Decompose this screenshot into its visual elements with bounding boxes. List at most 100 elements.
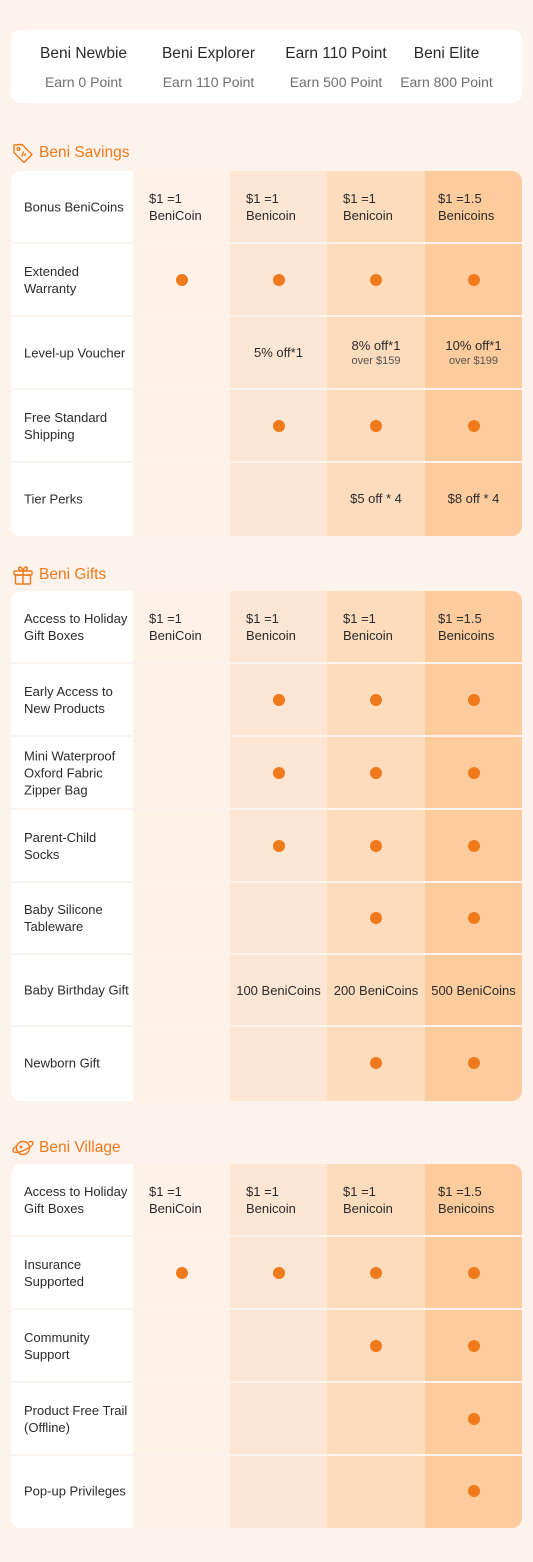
benefit-cell bbox=[230, 389, 327, 462]
benefit-condition: over $199 bbox=[449, 355, 498, 367]
benefit-cell bbox=[425, 1309, 522, 1382]
benefit-cell bbox=[230, 882, 327, 954]
benefit-cell bbox=[425, 663, 522, 736]
benefit-cell bbox=[327, 1026, 425, 1099]
benefit-row: Level-up Voucher 5% off*1 8% off*1 over $15… bbox=[11, 316, 522, 389]
benefit-cell bbox=[230, 1455, 327, 1527]
benefit-label: Community Support bbox=[24, 1329, 90, 1362]
benefit-row: Access to Holiday Gift Boxes $1 =1 BeniCo… bbox=[11, 591, 522, 663]
benefit-value: $5 off * 4 bbox=[350, 491, 402, 506]
section-title-text: Beni Village bbox=[39, 1139, 121, 1156]
benefit-cell bbox=[133, 882, 230, 954]
tier-column-bg-1 bbox=[133, 1164, 230, 1528]
benefit-value: $1 =1 BeniCoin bbox=[149, 1184, 202, 1216]
row-divider bbox=[11, 1235, 522, 1237]
benefit-value: $1 =1 BeniCoin bbox=[149, 191, 202, 223]
benefit-value: $1 =1.5 Benicoins bbox=[438, 611, 495, 643]
benefit-label: Newborn Gift bbox=[24, 1055, 100, 1070]
benefit-cell: $1 =1.5 Benicoins bbox=[425, 171, 522, 243]
benefit-cell bbox=[230, 1309, 327, 1382]
benefit-label: Early Access to New Products bbox=[24, 683, 113, 716]
benefit-cell: $1 =1 Benicoin bbox=[327, 591, 425, 663]
benefit-row: Baby Birthday Gift 100 BeniCoins 200 BeniC… bbox=[11, 954, 522, 1026]
benefit-cell bbox=[230, 462, 327, 535]
row-divider bbox=[11, 1454, 522, 1456]
benefit-cell: $1 =1 BeniCoin bbox=[133, 171, 230, 243]
included-dot-icon bbox=[370, 1266, 382, 1279]
tier-points: Earn 500 Point bbox=[289, 74, 383, 90]
benefit-label: Tier Perks bbox=[24, 491, 83, 506]
section-title-village: Beni Village bbox=[11, 1136, 121, 1160]
section-title-gifts: Beni Gifts bbox=[11, 563, 106, 587]
tier-name: Beni Elite bbox=[413, 45, 480, 62]
benefit-cell bbox=[425, 1382, 522, 1455]
included-dot-icon bbox=[272, 419, 285, 432]
benefit-label: Product Free Trail (Offline) bbox=[24, 1402, 128, 1435]
benefit-label: Free Standard Shipping bbox=[24, 409, 108, 442]
benefit-cell bbox=[230, 1236, 327, 1309]
benefit-row: Product Free Trail (Offline) bbox=[11, 1382, 522, 1455]
benefit-cell bbox=[425, 1026, 522, 1099]
benefit-cell: $1 =1 Benicoin bbox=[327, 171, 425, 243]
savings-table: Bonus BeniCoins $1 =1 BeniCoin $1 =1 Benic… bbox=[11, 171, 522, 536]
benefit-row: Insurance Supported bbox=[11, 1236, 522, 1309]
row-divider bbox=[11, 953, 522, 955]
benefit-cell bbox=[133, 954, 230, 1026]
benefit-value: $1 =1 Benicoin bbox=[343, 1184, 393, 1216]
benefit-cell bbox=[425, 736, 522, 809]
benefit-cell: $1 =1 BeniCoin bbox=[133, 1164, 230, 1236]
included-dot-icon bbox=[467, 766, 480, 779]
tier-elite: Beni Elite Earn 800 Point bbox=[394, 30, 499, 103]
benefit-cell bbox=[133, 1309, 230, 1382]
row-divider bbox=[11, 315, 522, 317]
benefit-cell bbox=[230, 243, 327, 316]
included-dot-icon bbox=[370, 1339, 382, 1352]
tier-points: Earn 800 Point bbox=[400, 74, 493, 90]
benefit-value: $1 =1 Benicoin bbox=[343, 611, 393, 643]
benefit-cell: 100 BeniCoins bbox=[230, 954, 327, 1026]
row-divider bbox=[11, 881, 522, 883]
tier-name: Beni Explorer bbox=[161, 45, 256, 62]
row-divider bbox=[11, 735, 522, 737]
included-dot-icon bbox=[467, 1485, 480, 1497]
planet-icon bbox=[11, 1136, 35, 1160]
benefit-cell bbox=[327, 809, 425, 882]
benefit-label: Extended Warranty bbox=[24, 263, 79, 296]
benefit-value: $1 =1 Benicoin bbox=[246, 191, 296, 223]
gifts-table: Access to Holiday Gift Boxes $1 =1 BeniCo… bbox=[11, 591, 522, 1101]
included-dot-icon bbox=[370, 273, 382, 286]
benefit-cell bbox=[133, 809, 230, 882]
benefit-label: Parent-Child Socks bbox=[24, 829, 97, 862]
benefit-cell: $1 =1.5 Benicoins bbox=[425, 1164, 522, 1236]
row-divider bbox=[11, 662, 522, 664]
benefit-value: 5% off*1 bbox=[254, 345, 303, 360]
benefit-cell: $1 =1 Benicoin bbox=[230, 171, 327, 243]
included-dot-icon bbox=[467, 419, 480, 432]
included-dot-icon bbox=[175, 273, 188, 286]
benefit-cell: $1 =1 Benicoin bbox=[230, 1164, 327, 1236]
tier-name: Beni Newbie bbox=[39, 45, 128, 62]
row-divider bbox=[11, 808, 522, 810]
benefit-row: Extended Warranty bbox=[11, 243, 522, 316]
tier-points: Earn 110 Point bbox=[162, 74, 255, 90]
benefit-cell bbox=[425, 1455, 522, 1527]
included-dot-icon bbox=[467, 1339, 480, 1352]
benefit-value: 500 BeniCoins bbox=[431, 982, 516, 998]
benefit-value: 8% off*1 bbox=[351, 338, 401, 353]
benefit-cell bbox=[230, 663, 327, 736]
tier-column-bg-2 bbox=[230, 171, 327, 536]
benefit-cell bbox=[327, 389, 425, 462]
tier-column-bg-1 bbox=[133, 591, 230, 1101]
benefit-value: $1 =1 Benicoin bbox=[246, 611, 296, 643]
benefit-cell: $1 =1 Benicoin bbox=[230, 591, 327, 663]
section-title-text: Beni Gifts bbox=[39, 566, 107, 583]
benefit-row: Mini Waterproof Oxford Fabric Zipper Bag bbox=[11, 736, 522, 809]
benefit-row: Early Access to New Products bbox=[11, 663, 522, 736]
benefit-row: Newborn Gift bbox=[11, 1026, 522, 1099]
benefit-label: Bonus BeniCoins bbox=[24, 199, 124, 215]
benefit-cell: 8% off*1 over $159 bbox=[327, 316, 425, 389]
benefit-value: $1 =1.5 Benicoins bbox=[438, 191, 495, 223]
tier-third: Earn 110 Point Earn 500 Point bbox=[271, 30, 401, 103]
row-divider bbox=[11, 242, 522, 244]
tier-header: Beni Newbie Earn 0 Point Beni Explorer E… bbox=[11, 30, 522, 103]
